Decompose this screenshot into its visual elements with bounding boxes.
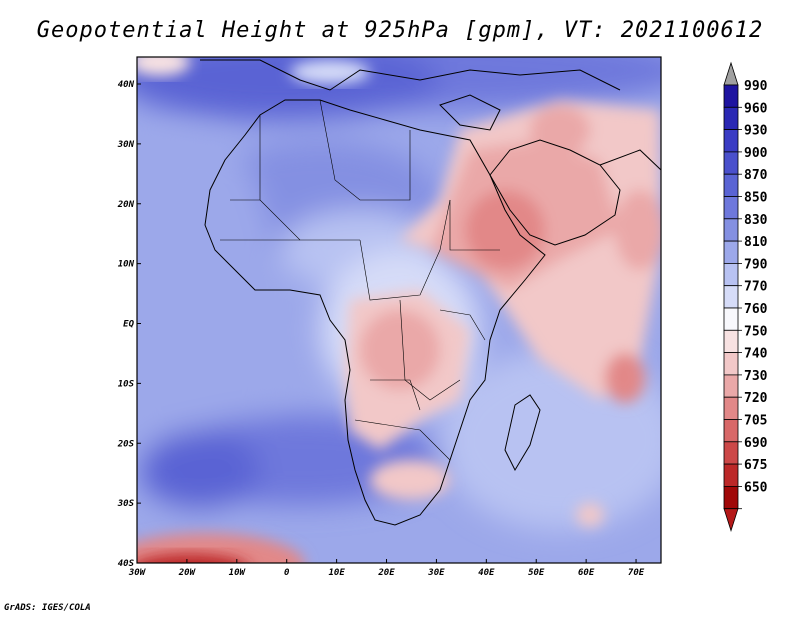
lon-label: 20E bbox=[377, 568, 395, 578]
colorbar-label: 790 bbox=[744, 257, 768, 272]
lon-label: 20W bbox=[178, 568, 197, 578]
lon-label: 70E bbox=[628, 568, 645, 578]
grads-credit: GrADS: IGES/COLA bbox=[4, 603, 91, 613]
colorbar-label: 750 bbox=[744, 324, 768, 339]
colorbar-segment bbox=[723, 218, 739, 242]
latitude-axis: 40N 30N 20N 10N EQ 10S 20S 30S 40S bbox=[117, 80, 141, 569]
colorbar-segment bbox=[723, 485, 739, 510]
colorbar-label: 675 bbox=[744, 458, 767, 473]
coastlines bbox=[200, 59, 661, 526]
lat-label: 10N bbox=[118, 260, 135, 270]
longitude-axis: 30W 20W 10W 0 10E 20E 30E 40E 50E 60E 70E bbox=[128, 559, 645, 578]
africa-outline bbox=[204, 99, 546, 526]
colorbar-segment bbox=[723, 129, 739, 153]
map-frame bbox=[136, 56, 662, 564]
height-field bbox=[137, 57, 661, 563]
colorbar-label: 960 bbox=[744, 101, 768, 116]
colorbar-segment bbox=[723, 240, 739, 264]
colorbar-segment bbox=[723, 262, 739, 287]
colorbar-label: 740 bbox=[744, 347, 768, 362]
colorbar-segment bbox=[723, 173, 739, 197]
lon-label: 30W bbox=[128, 568, 147, 578]
colorbar-segment bbox=[723, 441, 739, 465]
colorbar-segment bbox=[723, 352, 739, 376]
lat-label: 30N bbox=[117, 140, 135, 150]
colorbar-segment bbox=[723, 374, 739, 398]
lon-label: 40E bbox=[478, 568, 495, 578]
arabia-outline bbox=[489, 139, 621, 246]
lat-label: 40S bbox=[118, 559, 135, 569]
levant-outline bbox=[439, 94, 501, 131]
colorbar-label: 850 bbox=[744, 191, 768, 206]
colorbar-label: 760 bbox=[744, 302, 768, 317]
lon-label: 10W bbox=[229, 568, 247, 578]
colorbar: 990 960 930 900 870 850 830 810 790 770 760 750 740 7… bbox=[723, 61, 768, 533]
colorbar-segment bbox=[723, 329, 739, 353]
colorbar-segment bbox=[723, 396, 739, 420]
colorbar-label: 705 bbox=[744, 414, 767, 429]
colorbar-label: 990 bbox=[744, 79, 768, 94]
colorbar-top-arrow bbox=[723, 61, 739, 86]
map-title: Geopotential Height at 925hPa [gpm], VT:… bbox=[36, 18, 764, 43]
colorbar-segment bbox=[723, 419, 739, 443]
colorbar-segment bbox=[723, 106, 739, 131]
lon-label: 50E bbox=[528, 568, 545, 578]
lat-label: 20S bbox=[117, 439, 135, 449]
iran-coast bbox=[599, 149, 661, 171]
lat-label: EQ bbox=[123, 320, 134, 330]
colorbar-label: 810 bbox=[744, 235, 768, 250]
lat-label: 20N bbox=[117, 200, 135, 210]
colorbar-segment bbox=[723, 196, 739, 220]
lon-label: 10E bbox=[328, 568, 345, 578]
colorbar-segment bbox=[723, 463, 739, 487]
colorbar-label: 770 bbox=[744, 280, 768, 295]
colorbar-segment bbox=[723, 84, 739, 108]
colorbar-label: 730 bbox=[744, 369, 768, 384]
colorbar-segment bbox=[723, 307, 739, 331]
lat-label: 30S bbox=[117, 499, 135, 509]
colorbar-label: 900 bbox=[744, 146, 768, 161]
lon-label: 30E bbox=[427, 568, 445, 578]
colorbar-label: 720 bbox=[744, 391, 768, 406]
colorbar-label: 650 bbox=[744, 480, 768, 495]
colorbar-label: 830 bbox=[744, 213, 768, 228]
europe-coast bbox=[200, 59, 621, 91]
lon-label: 0 bbox=[284, 568, 290, 578]
colorbar-segment bbox=[723, 285, 739, 309]
madagascar-outline bbox=[504, 394, 541, 472]
colorbar-label: 930 bbox=[744, 124, 768, 139]
colorbar-label: 870 bbox=[744, 168, 768, 183]
lat-label: 40N bbox=[118, 80, 135, 90]
country-borders bbox=[220, 99, 500, 461]
lat-label: 10S bbox=[118, 379, 135, 389]
colorbar-label: 690 bbox=[744, 436, 768, 451]
colorbar-bottom-arrow bbox=[723, 508, 739, 533]
lon-label: 60E bbox=[578, 568, 595, 578]
colorbar-segment bbox=[723, 151, 739, 175]
